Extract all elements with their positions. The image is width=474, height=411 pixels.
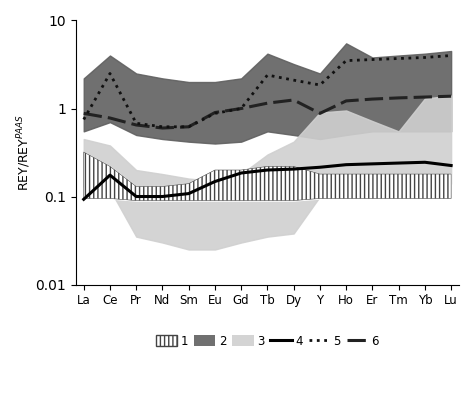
Legend: 1, 2, 3, 4, 5, 6: 1, 2, 3, 4, 5, 6	[151, 330, 383, 353]
Y-axis label: REY/REY$^{PAAS}$: REY/REY$^{PAAS}$	[15, 114, 33, 191]
